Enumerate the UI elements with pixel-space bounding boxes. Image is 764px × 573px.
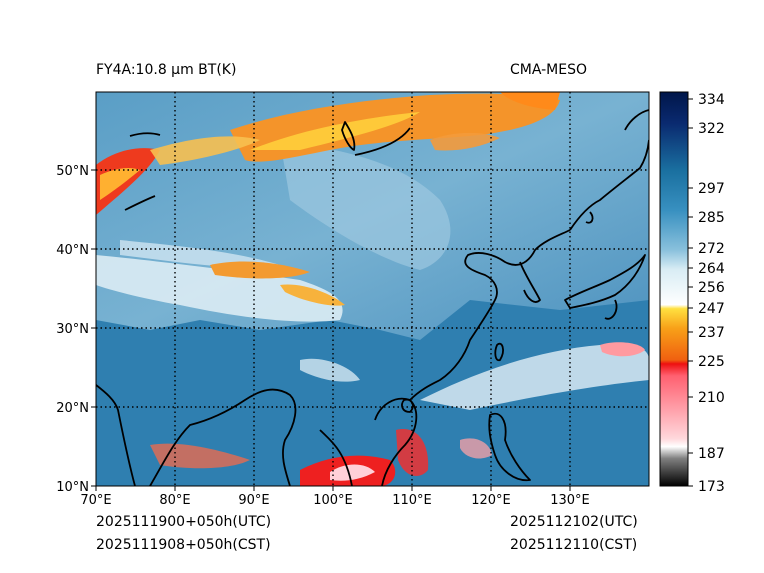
lon-label-90: 90°E <box>238 493 269 508</box>
colorbar-label: 297 <box>698 181 725 197</box>
lat-label-50: 50°N <box>56 164 89 179</box>
lat-label-10: 10°N <box>56 480 89 495</box>
figure-title-right: CMA-MESO <box>510 62 588 78</box>
cold-cloud-mid <box>210 261 310 279</box>
cloud-band-pacific <box>420 344 649 410</box>
coastline-hainan <box>401 398 414 413</box>
figure-title-left: FY4A:10.8 µm BT(K) <box>96 62 237 78</box>
valid-time-cst: 2025112110(CST) <box>510 537 638 553</box>
coastline-philippines <box>488 412 531 482</box>
lon-label-100: 100°E <box>313 493 353 508</box>
latitude-labels: 10°N 20°N 30°N 40°N 50°N <box>56 164 89 495</box>
colorbar-label: 285 <box>698 210 725 226</box>
lon-label-110: 110°E <box>392 493 432 508</box>
lon-label-120: 120°E <box>471 493 511 508</box>
colorbar-label: 322 <box>698 121 725 137</box>
coastline-sakhalin <box>585 211 594 224</box>
coastline-china <box>409 229 571 401</box>
lat-label-40: 40°N <box>56 243 89 258</box>
cold-cloud-mid-2 <box>280 284 345 306</box>
cloud-patch-india <box>300 358 360 382</box>
colorbar-labels: 334 322 297 285 272 264 256 247 237 225 … <box>698 92 725 495</box>
colorbar-label: 173 <box>698 479 725 495</box>
coastline-russia-east <box>569 139 649 231</box>
colorbar-label: 334 <box>698 92 725 108</box>
cold-cloud-mongolia <box>430 132 500 151</box>
cold-cloud-northwest <box>96 148 160 215</box>
colorbar-label: 187 <box>698 446 725 462</box>
colorbar-label: 225 <box>698 354 725 370</box>
coastline-burma <box>319 429 353 486</box>
lon-label-70: 70°E <box>80 493 111 508</box>
cold-cloud-streak <box>150 136 260 165</box>
cloud-band-plateau <box>96 255 343 322</box>
convection-sulu <box>460 438 492 459</box>
coastline-korea <box>519 261 541 303</box>
coastlines <box>96 109 649 486</box>
axis-ticks <box>91 169 571 491</box>
cold-cloud-northwest-core <box>100 167 140 200</box>
coastline-north-1 <box>354 127 411 156</box>
colorbar-label: 210 <box>698 390 725 406</box>
colorbar-label: 272 <box>698 241 725 257</box>
lat-label-30: 30°N <box>56 322 89 337</box>
coastline-baikal <box>341 121 356 151</box>
cloud-band-upper <box>120 240 280 268</box>
coastline-balkhash <box>124 195 156 211</box>
colorbar <box>659 91 689 487</box>
cold-cloud-north-core <box>250 112 420 150</box>
coastline-okhotsk <box>624 109 649 131</box>
coastline-japan <box>564 254 646 309</box>
colorbar-label: 247 <box>698 301 725 317</box>
coastline-kyushu <box>604 299 618 320</box>
coastline-taiwan <box>494 342 504 362</box>
colorbar-label: 256 <box>698 280 725 296</box>
lon-label-80: 80°E <box>159 493 190 508</box>
convection-pacific <box>600 342 645 357</box>
colorbar-label: 237 <box>698 325 725 341</box>
deep-convection-core <box>330 464 375 481</box>
colorbar-label: 264 <box>698 261 725 277</box>
init-time-utc: 2025111900+050h(UTC) <box>96 514 272 530</box>
coastline-india <box>149 388 297 486</box>
coastline-aral <box>129 132 161 137</box>
map-frame <box>95 91 650 487</box>
valid-time-utc: 2025112102(UTC) <box>510 514 638 530</box>
colorbar-ticks <box>688 98 693 487</box>
satellite-image <box>96 92 649 486</box>
cold-cloud-northeast <box>500 92 560 110</box>
coastline-indochina <box>374 397 418 486</box>
cloud-area-central <box>280 140 451 270</box>
longitude-labels: 70°E 80°E 90°E 100°E 110°E 120°E 130°E <box>80 493 589 508</box>
coastline-arabia <box>96 384 136 486</box>
init-time-cst: 2025111908+050h(CST) <box>96 537 271 553</box>
lon-label-130: 130°E <box>550 493 590 508</box>
lat-label-20: 20°N <box>56 401 89 416</box>
